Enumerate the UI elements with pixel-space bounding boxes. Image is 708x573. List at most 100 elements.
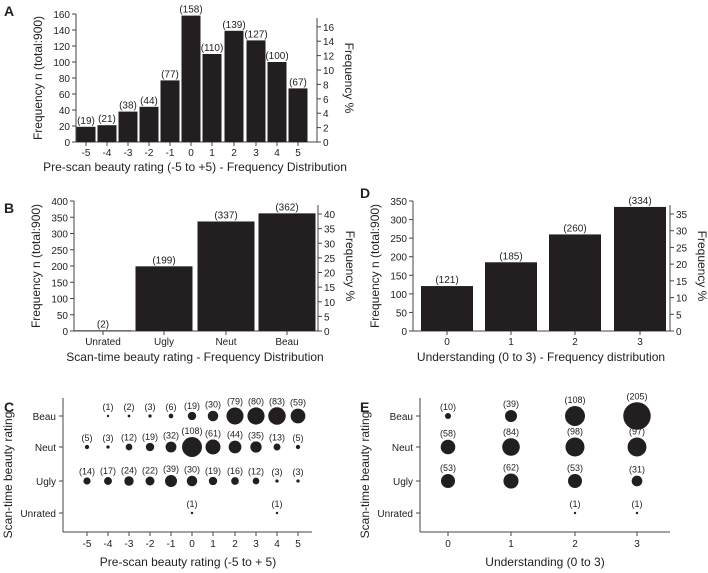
data-label: (12): [121, 433, 137, 443]
bubble: [273, 443, 281, 451]
y2-tick-label: 35: [324, 225, 336, 236]
y-tick-label: 120: [53, 42, 70, 53]
bubble: [125, 443, 133, 451]
y2-tick-label: 0: [324, 327, 330, 338]
bubble: [124, 476, 134, 486]
x-tick-label: 4: [274, 148, 280, 159]
data-label: (3): [103, 433, 114, 443]
bubble: [252, 477, 260, 485]
data-label: (30): [205, 400, 221, 410]
data-label: (158): [179, 5, 202, 16]
x-tick-label: 0: [445, 539, 451, 550]
y2-tick-label: 20: [676, 260, 688, 271]
panel-D: D Understanding (0 to 3) - Frequency dist…: [360, 185, 708, 364]
x-axis-label: Understanding (0 to 3) - Frequency distr…: [417, 350, 665, 364]
x-tick-label: 1: [209, 148, 215, 159]
y-tick-label: 200: [51, 262, 68, 273]
bubble: [182, 437, 202, 457]
y2-tick-label: 6: [323, 95, 329, 106]
data-label: (16): [227, 466, 243, 476]
data-label: (2): [124, 402, 135, 412]
x-tick-label: -4: [103, 148, 112, 159]
data-label: (3): [293, 467, 304, 477]
data-label: (3): [272, 467, 283, 477]
y2-tick-label: 20: [324, 269, 336, 280]
bubble: [275, 479, 279, 483]
data-label: (1): [632, 499, 643, 509]
y-axis-label: Scan-time beauty rating: [358, 412, 372, 539]
data-label: (199): [152, 255, 175, 266]
y-tick-label: Beau: [33, 412, 56, 423]
y2-tick-label: 5: [676, 310, 682, 321]
y-tick-label: 20: [59, 122, 71, 133]
y-tick-label: 250: [51, 246, 68, 257]
data-label: (5): [293, 433, 304, 443]
data-label: (362): [275, 202, 298, 213]
bubble: [104, 477, 112, 485]
y2-tick-label: 10: [323, 66, 335, 77]
bar: [224, 30, 244, 142]
bar: [202, 54, 222, 142]
y2-tick-label: 30: [324, 239, 336, 250]
x-axis-label: Pre-scan beauty rating (-5 to +5) - Freq…: [43, 160, 347, 174]
x-tick-label: -5: [82, 148, 91, 159]
data-label: (1): [187, 499, 198, 509]
bubble: [228, 440, 242, 454]
panel-A: A Pre-scan beauty rating (-5 to +5) - Fre…: [4, 3, 356, 174]
y-tick-label: 40: [59, 106, 71, 117]
bar: [485, 262, 537, 331]
bubble: [295, 444, 301, 450]
y-tick-label: 140: [53, 26, 70, 37]
x-tick-label: -2: [146, 539, 155, 550]
x-tick-label: -5: [83, 539, 92, 550]
y-tick-label: 50: [396, 308, 408, 319]
y-tick-label: Neut: [35, 443, 56, 454]
bubble: [190, 511, 194, 515]
bubble: [296, 479, 300, 483]
bubble: [247, 407, 265, 425]
data-label: (127): [244, 29, 267, 40]
data-label: (80): [248, 396, 264, 406]
bubble: [208, 476, 218, 486]
y2-tick-label: 4: [323, 109, 329, 120]
y2-tick-label: 35: [676, 210, 688, 221]
panel-label: B: [4, 200, 14, 216]
data-label: (83): [269, 396, 285, 406]
data-label: (79): [227, 396, 243, 406]
data-label: (59): [290, 398, 306, 408]
data-label: (39): [163, 464, 179, 474]
x-axis-label: Pre-scan beauty rating (-5 to + 5): [100, 555, 276, 569]
x-tick-label: Unrated: [85, 337, 121, 348]
data-label: (121): [435, 275, 458, 286]
data-label: (35): [248, 430, 264, 440]
x-tick-label: Beau: [275, 337, 298, 348]
y2-tick-label: 15: [324, 283, 336, 294]
bar: [549, 234, 601, 331]
data-label: (337): [214, 210, 237, 221]
bar: [76, 126, 96, 142]
y2-axis-label: Frequency %: [343, 231, 357, 302]
y2-tick-label: 30: [676, 227, 688, 238]
x-tick-label: 2: [572, 337, 578, 348]
y-tick-label: 350: [390, 197, 407, 208]
panel-C: C Pre-scan beauty rating (-5 to + 5) Beau N…: [1, 396, 312, 569]
bubble: [573, 511, 577, 515]
bubble: [568, 474, 582, 488]
bar: [197, 221, 255, 331]
y-axis-label: Scan-time beauty rating: [1, 412, 15, 539]
x-tick-label: 1: [508, 539, 514, 550]
y-tick-label: Beau: [390, 412, 413, 423]
data-label: (44): [227, 430, 243, 440]
bar: [135, 266, 193, 331]
x-tick-label: Neut: [215, 337, 236, 348]
x-tick-label: 0: [188, 148, 194, 159]
data-label: (2): [97, 319, 109, 330]
data-label: (139): [222, 20, 245, 31]
y2-tick-label: 10: [324, 298, 336, 309]
bar: [118, 111, 138, 142]
panel-label: D: [360, 185, 370, 201]
x-tick-label: 1: [508, 337, 514, 348]
y2-tick-label: 5: [324, 312, 330, 323]
x-tick-label: -1: [166, 148, 175, 159]
